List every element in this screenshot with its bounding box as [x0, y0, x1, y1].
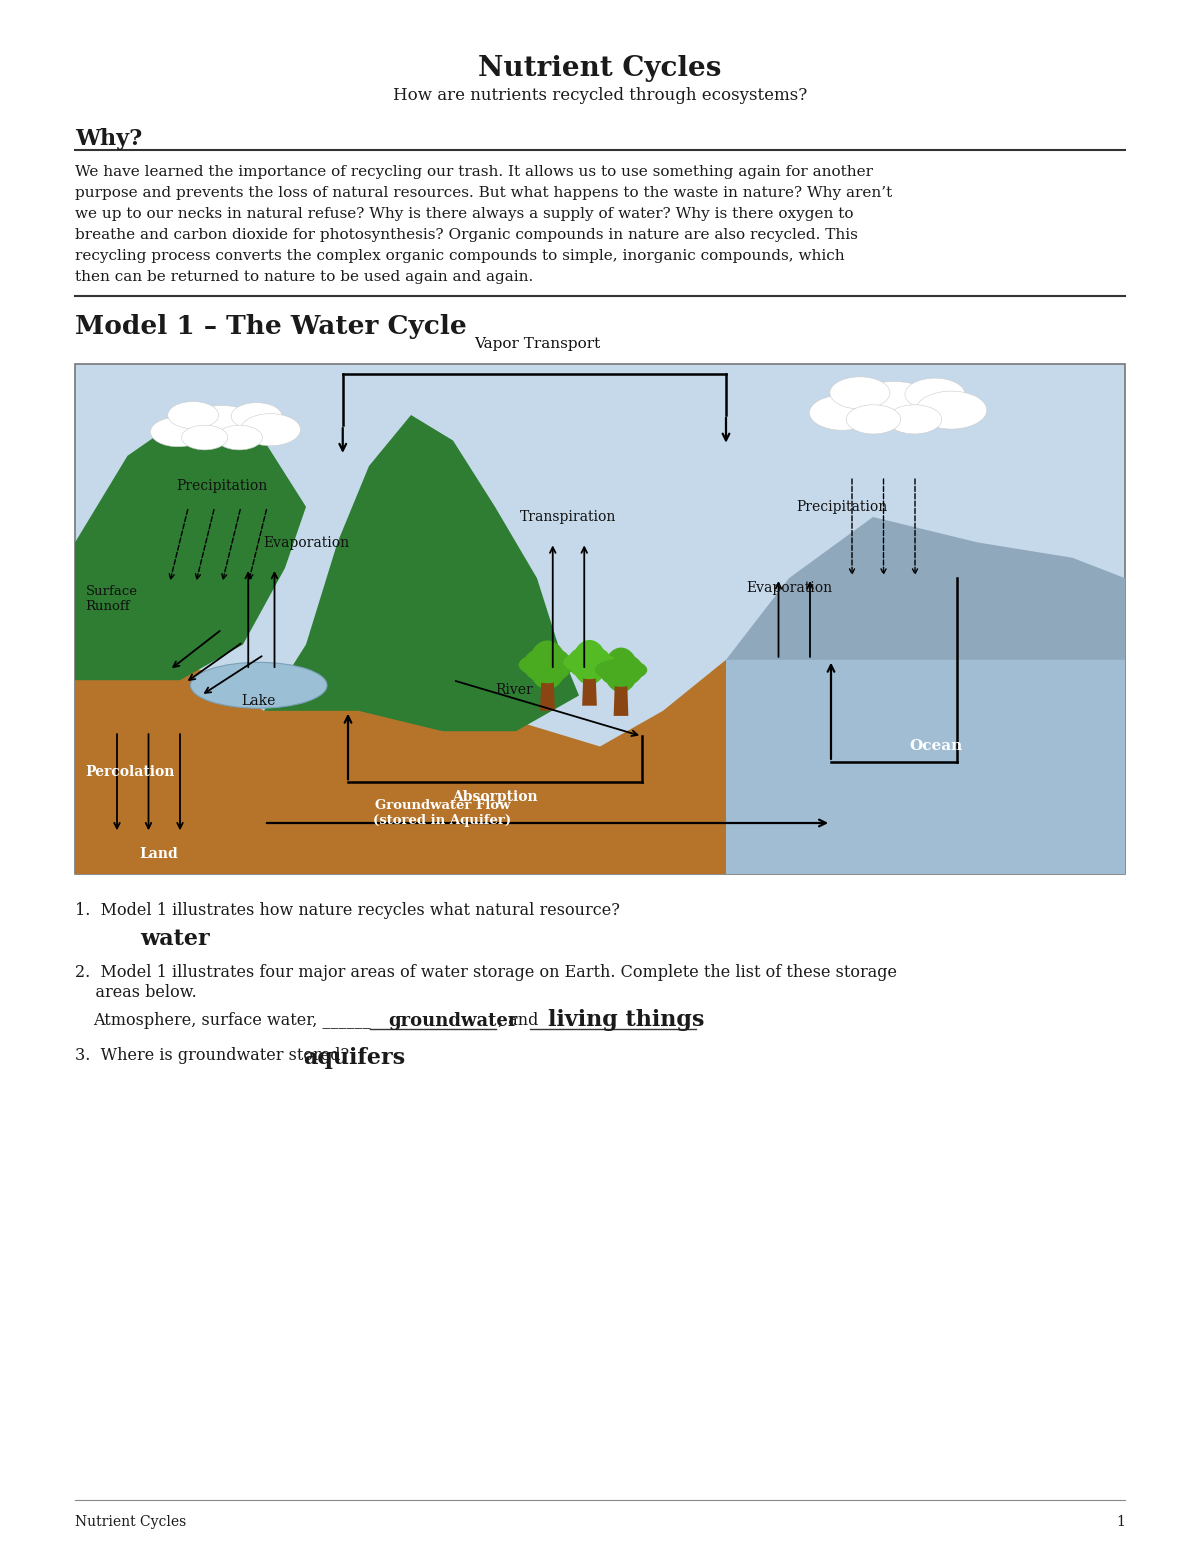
Ellipse shape [599, 654, 643, 686]
Text: Why?: Why? [74, 127, 143, 151]
Ellipse shape [830, 377, 890, 408]
Ellipse shape [916, 391, 986, 429]
Text: we up to our necks in natural refuse? Why is there always a supply of water? Why: we up to our necks in natural refuse? Wh… [74, 207, 853, 221]
Ellipse shape [168, 402, 218, 429]
Text: Lake: Lake [241, 694, 276, 708]
Ellipse shape [887, 405, 942, 433]
Text: Ocean: Ocean [910, 739, 962, 753]
Ellipse shape [523, 646, 572, 683]
Polygon shape [613, 685, 629, 716]
Ellipse shape [809, 396, 875, 430]
Ellipse shape [604, 648, 638, 693]
Bar [74, 363, 1126, 874]
Text: water: water [140, 929, 210, 950]
Ellipse shape [595, 658, 647, 682]
Text: Percolation: Percolation [85, 766, 175, 780]
Ellipse shape [232, 402, 282, 430]
Polygon shape [582, 677, 596, 705]
Text: Surface
Runoff: Surface Runoff [85, 584, 138, 612]
Ellipse shape [150, 418, 206, 447]
Text: Groundwater Flow
(stored in Aquifer): Groundwater Flow (stored in Aquifer) [373, 798, 511, 826]
Ellipse shape [572, 640, 606, 685]
Text: 3.  Where is groundwater stored?: 3. Where is groundwater stored? [74, 1047, 349, 1064]
Text: Precipitation: Precipitation [176, 480, 268, 494]
Text: River: River [496, 683, 533, 697]
Text: 1.  Model 1 illustrates how nature recycles what natural resource?: 1. Model 1 illustrates how nature recycl… [74, 902, 620, 919]
Ellipse shape [185, 405, 259, 446]
Text: Precipitation: Precipitation [796, 500, 887, 514]
Ellipse shape [181, 426, 228, 450]
Text: groundwater: groundwater [388, 1013, 517, 1030]
Ellipse shape [240, 413, 300, 446]
Text: living things: living things [548, 1009, 704, 1031]
Text: recycling process converts the complex organic compounds to simple, inorganic co: recycling process converts the complex o… [74, 248, 845, 262]
Polygon shape [726, 593, 1126, 874]
Ellipse shape [518, 652, 576, 677]
Text: How are nutrients recycled through ecosystems?: How are nutrients recycled through ecosy… [392, 87, 808, 104]
Ellipse shape [846, 405, 901, 433]
Text: Nutrient Cycles: Nutrient Cycles [479, 54, 721, 81]
Text: Atmosphere, surface water, ______: Atmosphere, surface water, ______ [94, 1013, 371, 1030]
Polygon shape [74, 405, 306, 680]
Text: areas below.: areas below. [74, 985, 197, 1002]
Text: Model 1 – The Water Cycle: Model 1 – The Water Cycle [74, 314, 467, 339]
Text: .: . [698, 1013, 703, 1030]
Text: Evaporation: Evaporation [746, 581, 832, 595]
Text: purpose and prevents the loss of natural resources. But what happens to the wast: purpose and prevents the loss of natural… [74, 186, 893, 200]
Text: , and: , and [498, 1013, 539, 1030]
Polygon shape [74, 593, 1126, 874]
Ellipse shape [529, 640, 566, 690]
Text: 1: 1 [1116, 1516, 1126, 1530]
Text: Evaporation: Evaporation [263, 536, 349, 550]
Text: 2.  Model 1 illustrates four major areas of water storage on Earth. Complete the: 2. Model 1 illustrates four major areas … [74, 964, 898, 981]
Ellipse shape [563, 651, 616, 674]
Text: then can be returned to nature to be used again and again.: then can be returned to nature to be use… [74, 270, 533, 284]
Text: Absorption: Absorption [452, 790, 538, 804]
Ellipse shape [851, 382, 937, 429]
Polygon shape [264, 415, 580, 731]
Text: Land: Land [139, 846, 179, 860]
Ellipse shape [216, 426, 263, 450]
Polygon shape [540, 680, 554, 711]
Ellipse shape [191, 662, 326, 708]
Polygon shape [726, 517, 1126, 660]
Text: Vapor Transport: Vapor Transport [474, 337, 600, 351]
Ellipse shape [568, 646, 612, 679]
Text: aquifers: aquifers [302, 1047, 406, 1068]
Ellipse shape [905, 377, 965, 410]
Text: Transpiration: Transpiration [521, 509, 617, 523]
Text: breathe and carbon dioxide for photosynthesis? Organic compounds in nature are a: breathe and carbon dioxide for photosynt… [74, 228, 858, 242]
Text: We have learned the importance of recycling our trash. It allows us to use somet: We have learned the importance of recycl… [74, 165, 874, 179]
Text: Nutrient Cycles: Nutrient Cycles [74, 1516, 186, 1530]
